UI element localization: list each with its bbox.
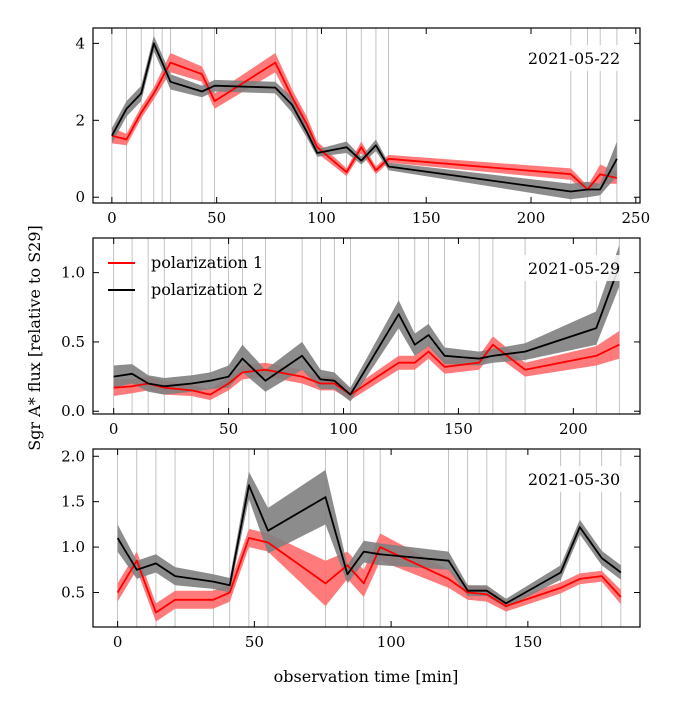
x-tick-label: 150: [412, 209, 441, 227]
x-tick-label: 150: [444, 420, 473, 438]
x-tick-label: 0: [113, 633, 123, 651]
x-tick-label: 250: [621, 209, 650, 227]
y-axis-title: Sgr A* flux [relative to S29]: [25, 225, 44, 451]
axes-frame: [92, 237, 641, 415]
series-line-1: [116, 537, 622, 614]
legend-label-2: polarization 2: [151, 280, 263, 299]
y-tick-label: 4: [75, 34, 85, 52]
x-tick-label: 50: [245, 633, 264, 651]
date-label-box: [524, 255, 624, 281]
x-tick-label: 100: [377, 633, 406, 651]
date-label-box: [524, 45, 624, 71]
legend: polarization 1 polarization 2: [108, 253, 263, 299]
uncertainty-band-1: [113, 330, 620, 401]
x-tick-label: 100: [307, 209, 336, 227]
y-tick-label: 0.5: [61, 583, 85, 601]
x-tick-label: 50: [219, 420, 238, 438]
x-tick-label: 100: [329, 420, 358, 438]
y-tick-label: 1.0: [61, 264, 85, 282]
y-tick-label: 1.0: [61, 538, 85, 556]
x-axis-title: observation time [min]: [274, 667, 459, 686]
series-line-2: [116, 484, 622, 605]
panel-2021-05-30: 0 50 100 150 0.5 1.0 1.5 2.0 2021-05-30: [61, 447, 641, 651]
y-tick-label: 0: [75, 188, 85, 206]
date-label: 2021-05-22: [528, 49, 620, 68]
panels: 0 50 100 150 200 250 0 2 4 2021-05-22 0 50 100 150 200…: [61, 27, 650, 651]
panel-2021-05-22: 0 50 100 150 200 250 0 2 4 2021-05-22: [75, 27, 650, 227]
x-tick-label: 0: [107, 209, 117, 227]
series-line-1: [113, 343, 620, 396]
uncertainty-band-2: [117, 469, 621, 608]
series-line-2: [113, 265, 621, 396]
series-line-2: [111, 42, 618, 193]
y-tick-label: 0.5: [61, 333, 85, 351]
x-tick-label: 200: [517, 209, 546, 227]
axes-frame: [92, 27, 641, 204]
date-label: 2021-05-29: [528, 259, 620, 278]
y-tick-label: 1.5: [61, 493, 85, 511]
y-tick-label: 2.0: [61, 447, 85, 465]
panel-2021-05-29: 0 50 100 150 200 0.0 0.5 1.0 2021-05-29 polarizat…: [61, 237, 641, 438]
x-tick-label: 0: [109, 420, 119, 438]
date-label-box: [524, 466, 624, 492]
date-label: 2021-05-30: [528, 470, 620, 489]
x-tick-label: 200: [559, 420, 588, 438]
y-tick-label: 0.0: [61, 402, 85, 420]
legend-label-1: polarization 1: [151, 253, 263, 272]
axes-frame: [92, 448, 641, 628]
series-line-1: [111, 61, 618, 191]
x-tick-label: 150: [514, 633, 543, 651]
x-tick-label: 50: [207, 209, 226, 227]
y-tick-label: 2: [75, 111, 85, 129]
